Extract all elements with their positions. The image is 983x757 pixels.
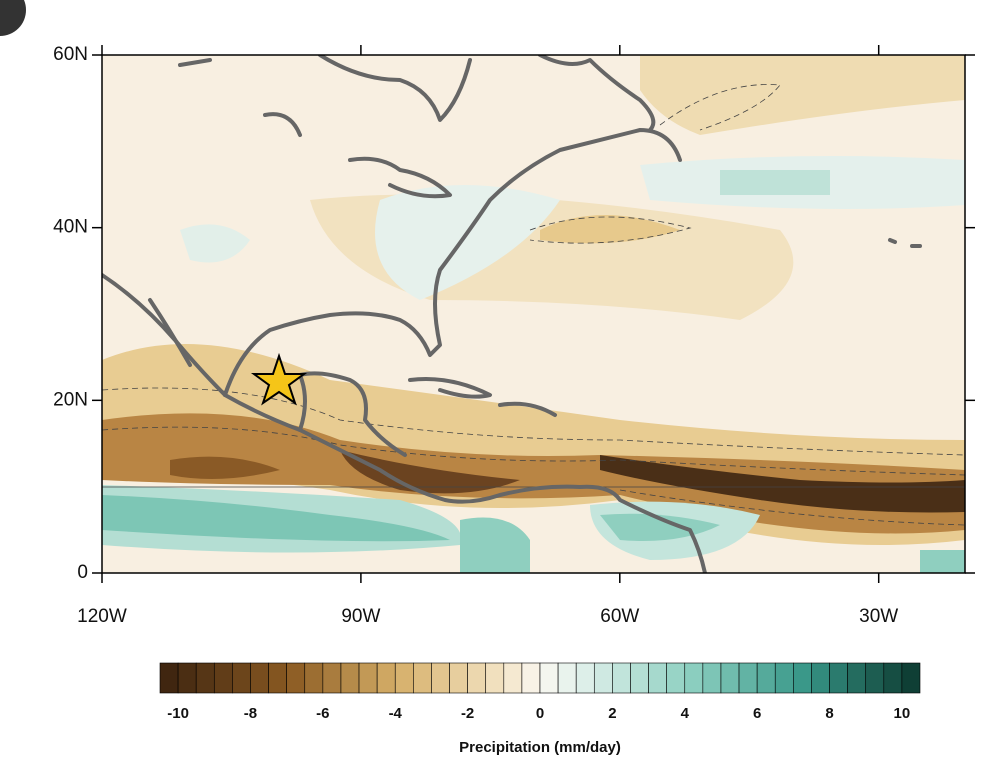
colorbar-box [376, 662, 396, 694]
colorbar-box [467, 662, 487, 694]
colorbar-box [304, 662, 324, 694]
colorbar-box [612, 662, 631, 694]
dry-band [102, 413, 965, 534]
dry-core [600, 455, 965, 513]
colorbar-tick-label: 0 [536, 705, 544, 722]
coastline [178, 58, 212, 67]
colorbar-box [195, 662, 215, 694]
coastline [223, 128, 682, 397]
colorbar-box [358, 662, 378, 694]
coastline [408, 377, 492, 399]
coastline [498, 401, 557, 417]
colorbar-box [503, 662, 523, 694]
contour [102, 387, 965, 456]
lon-tick-label: 30W [859, 606, 898, 627]
colorbar-box [829, 662, 848, 694]
coastline [148, 298, 192, 367]
field-patch [375, 185, 560, 300]
colorbar-box [883, 662, 903, 694]
colorbar-box [286, 662, 306, 694]
contour [102, 426, 965, 476]
colorbar-tick-label: 10 [894, 705, 911, 722]
lat-tick-label: 0 [77, 562, 88, 583]
field-patch [640, 55, 965, 135]
colorbar-box [575, 662, 595, 694]
colorbar-box [738, 662, 758, 694]
coastline [318, 55, 472, 122]
colorbar-box [268, 662, 287, 694]
dry-core [340, 450, 520, 494]
colorbar-box [811, 662, 830, 694]
colorbar-tick-label: -8 [244, 705, 257, 722]
colorbar-box [702, 662, 722, 694]
colorbar-box [720, 662, 740, 694]
contour [529, 216, 692, 244]
field-patch [180, 224, 250, 263]
coastline [263, 112, 302, 137]
coastline [102, 273, 707, 573]
lat-tick-label: 20N [53, 389, 88, 410]
colorbar-tick-label: 6 [753, 705, 761, 722]
colorbar-box [666, 662, 686, 694]
colorbar-box [901, 662, 921, 694]
colorbar-box [847, 662, 867, 694]
colorbar-box [539, 662, 559, 694]
colorbar-tick-label: 8 [825, 705, 833, 722]
colorbar-box [648, 662, 667, 694]
map-field [102, 55, 965, 573]
colorbar-box [322, 662, 342, 694]
panel-badge [0, 0, 26, 36]
coastline [348, 156, 452, 199]
contour [619, 489, 965, 526]
lon-tick-label: 60W [600, 606, 639, 627]
colorbar-box [340, 662, 360, 694]
colorbar-box [593, 662, 613, 694]
plot-frame [101, 54, 966, 574]
coastline [538, 55, 656, 132]
colorbar-box [431, 662, 450, 694]
colorbar-tick-label: -4 [389, 705, 403, 722]
lon-tick-label: 120W [77, 606, 127, 627]
colorbar-tick-label: -2 [461, 705, 474, 722]
dry-core [170, 456, 280, 479]
colorbar-box [865, 662, 885, 694]
colorbar-box [413, 662, 432, 694]
colorbar-box [177, 662, 197, 694]
colorbar-box [394, 662, 414, 694]
colorbar-tick-label: -6 [316, 705, 329, 722]
colorbar-box [557, 662, 577, 694]
colorbar-box [756, 662, 776, 694]
wet-band [920, 550, 965, 573]
field-patch [540, 215, 680, 244]
field-patch [720, 170, 830, 195]
contour [659, 84, 781, 131]
location-star [250, 352, 308, 406]
colorbar-box [793, 662, 812, 694]
colorbar-box [159, 662, 179, 694]
colorbar-box [630, 662, 649, 694]
wet-core [102, 495, 450, 542]
wet-band [460, 517, 530, 573]
colorbar-title: Precipitation (mm/day) [459, 739, 621, 756]
colorbar-box [250, 662, 269, 694]
lat-tick-label: 40N [53, 217, 88, 238]
colorbar-box [449, 662, 468, 694]
colorbar-box [684, 662, 704, 694]
colorbar-tick-label: 4 [681, 705, 690, 722]
coastline [298, 371, 407, 457]
colorbar-tick-label: 2 [608, 705, 616, 722]
colorbar-box [521, 662, 541, 694]
lon-tick-label: 90W [341, 606, 380, 627]
colorbar-box [232, 662, 251, 694]
colorbar-tick-label: -10 [167, 705, 189, 722]
colorbar-box [213, 662, 233, 694]
colorbar-box [485, 662, 505, 694]
colorbar-box [774, 662, 794, 694]
lat-tick-label: 60N [53, 44, 88, 65]
coastline [888, 238, 922, 248]
